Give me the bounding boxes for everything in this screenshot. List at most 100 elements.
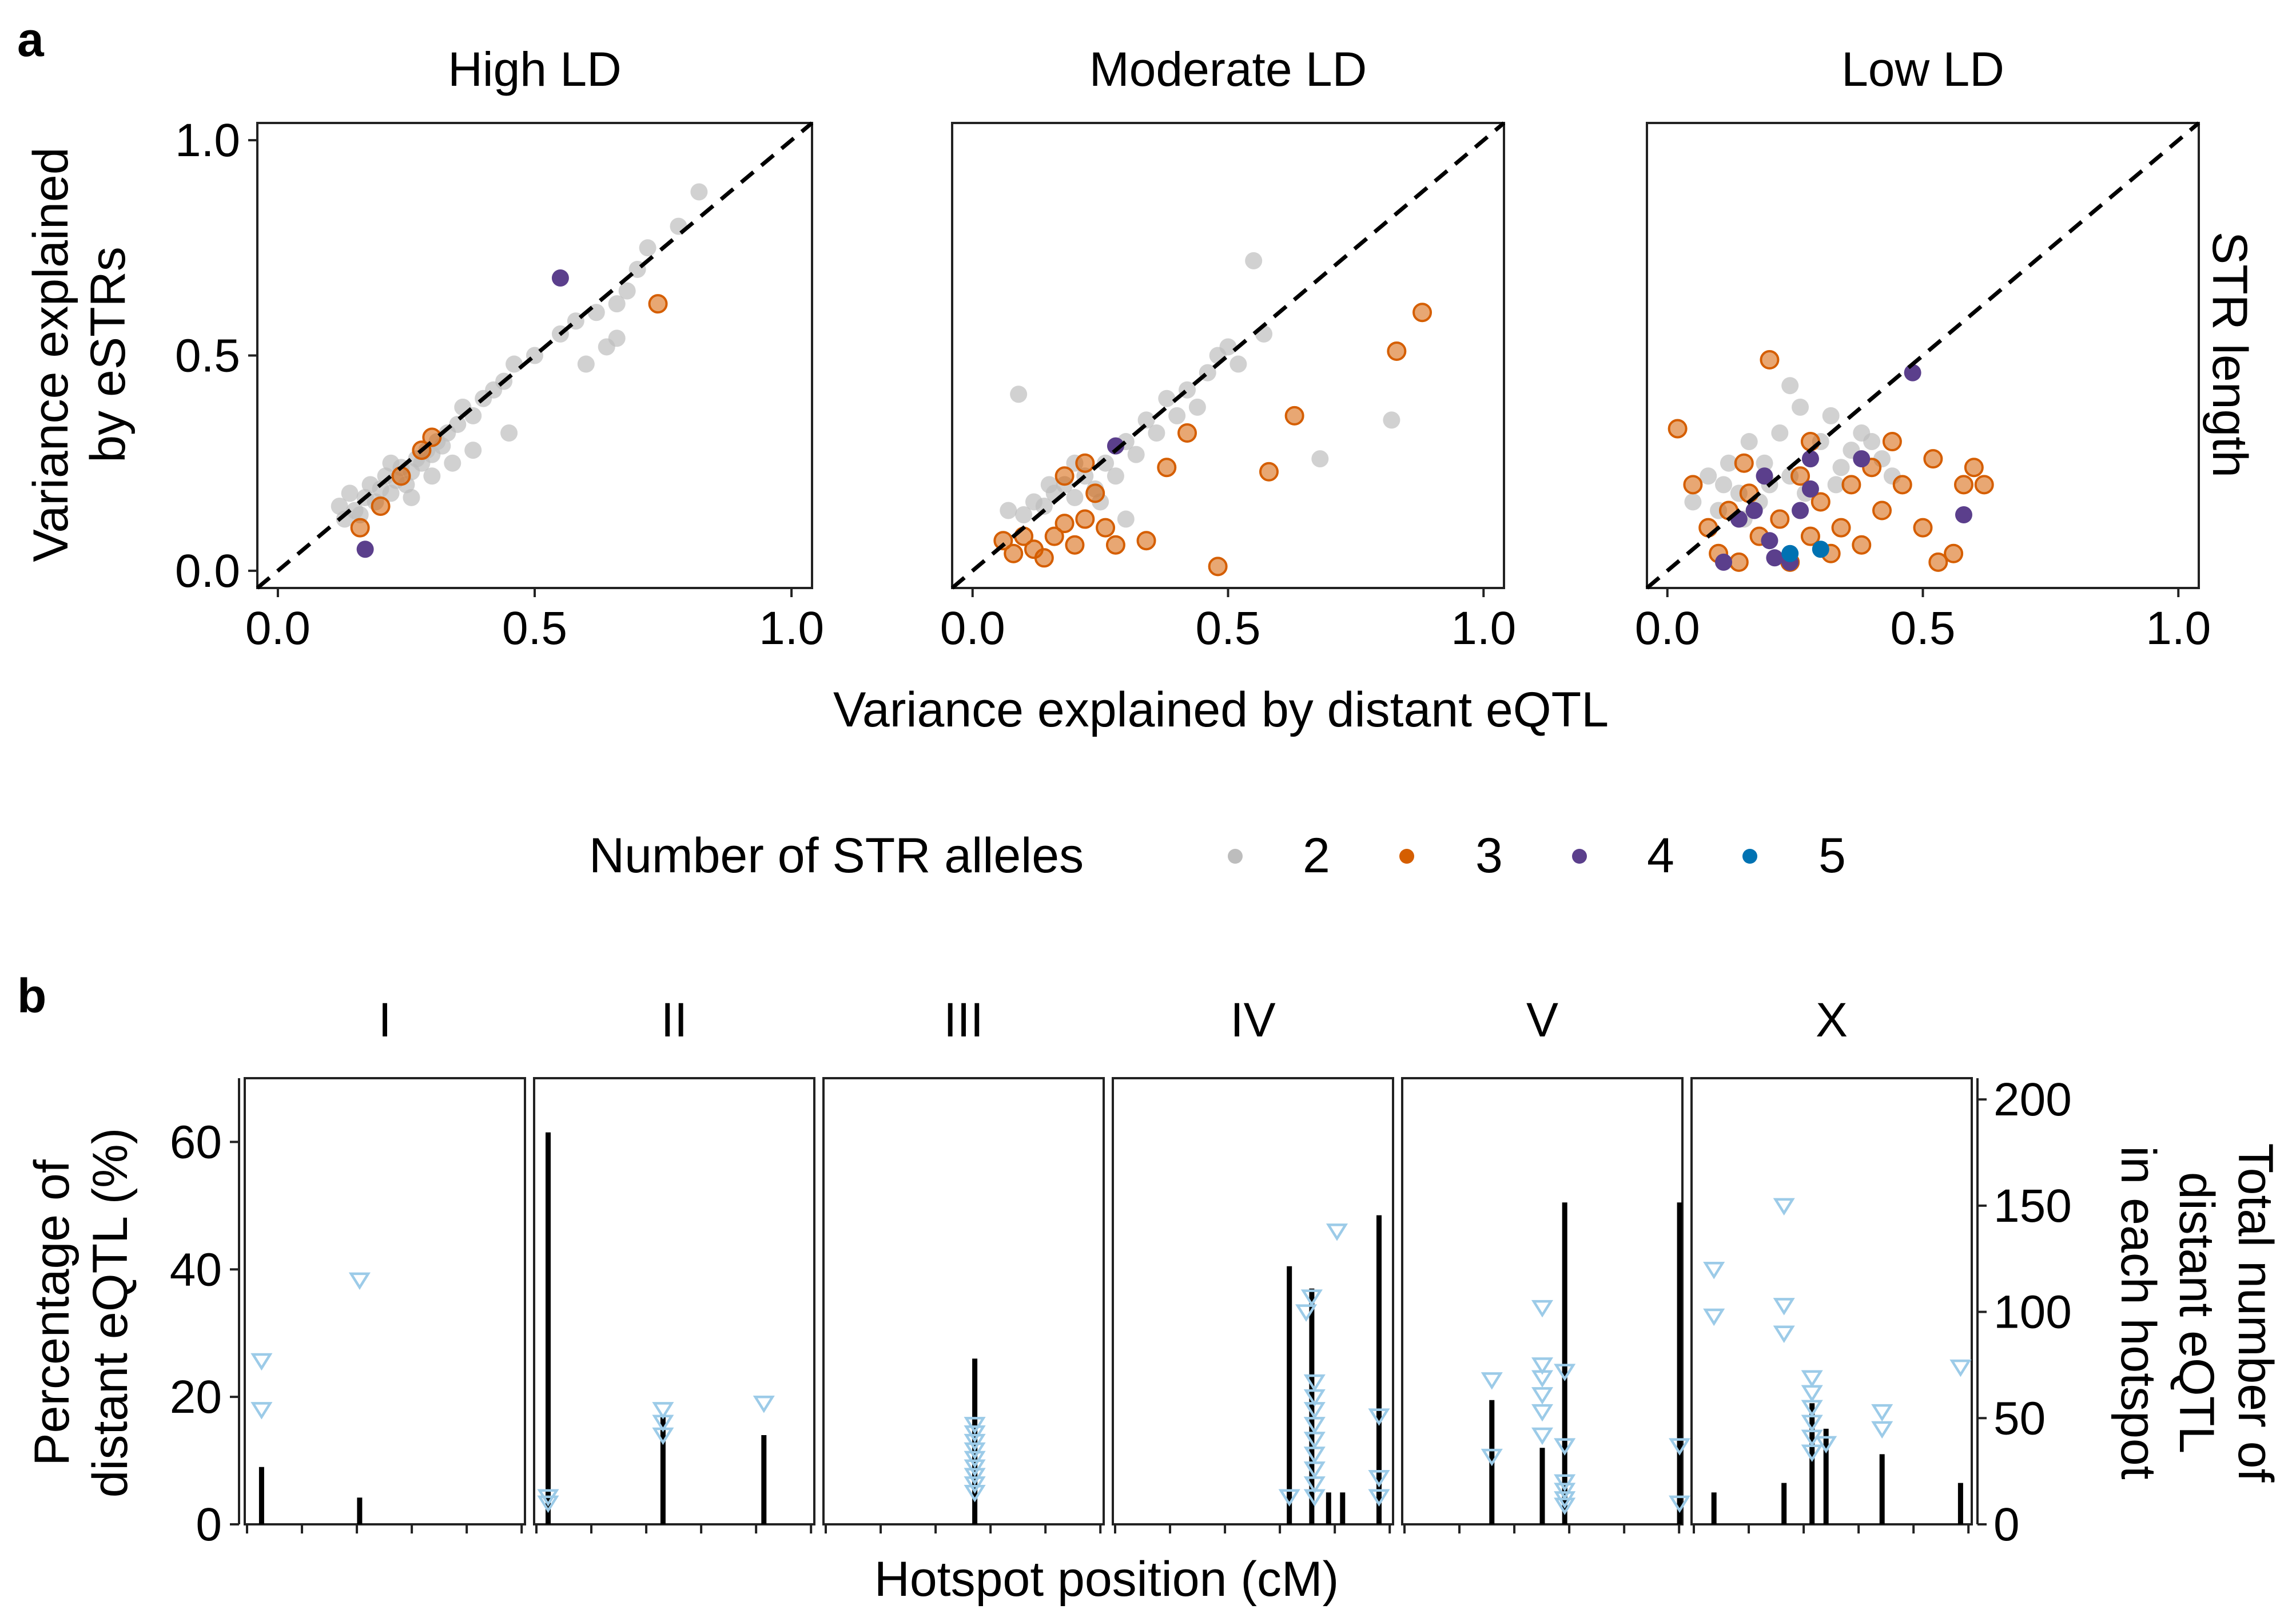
data-point-allele-2 [1117,510,1135,528]
data-point-allele-3 [1387,341,1407,361]
data-point-allele-3 [1004,543,1024,563]
data-point-allele-4 [1792,502,1809,519]
data-point-allele-3 [1055,466,1075,486]
data-point-allele-3 [1259,462,1279,482]
eqtl-count-marker [1368,1470,1390,1488]
data-point-allele-2 [1822,407,1840,424]
data-point-allele-3 [1923,449,1943,469]
data-point-allele-2 [1383,411,1400,429]
eqtl-count-marker [964,1468,986,1485]
eqtl-count-marker [348,1272,371,1290]
data-point-allele-3 [1841,475,1861,495]
data-point-allele-2 [1827,476,1845,494]
str-length-strip: STR length [2202,232,2257,478]
data-point-allele-2 [690,183,708,201]
data-point-allele-2 [336,510,353,528]
right-tick-label: 0 [1993,1499,2020,1551]
eqtl-count-marker [964,1476,986,1494]
data-point-allele-2 [618,282,636,300]
data-point-allele-3 [1075,509,1095,529]
data-point-allele-3 [1872,500,1892,521]
eqtl-count-marker [250,1353,273,1371]
scatter-facet-low_ld: Low LD 0.0 0.5 1.0 [1635,42,2211,654]
eqtl-count-marker [1554,1438,1576,1456]
chromosome-facet-V: V [1401,993,1691,1533]
eqtl-count-marker [1554,1497,1576,1515]
data-point-allele-2 [1000,502,1017,519]
eqtl-count-marker [537,1495,559,1513]
data-point-allele-3 [648,294,668,314]
panel-a-xlabel: Variance explained by distant eQTL [833,682,1609,737]
data-point-allele-3 [1284,406,1304,426]
right-tick-label: 200 [1993,1074,2072,1126]
y-tick-label: 0.5 [175,330,240,382]
data-point-allele-2 [1107,467,1124,485]
eqtl-count-marker [652,1427,674,1445]
data-point-allele-2 [1040,476,1058,494]
y-tick-label: 0 [196,1499,222,1551]
data-point-allele-3 [1157,458,1177,478]
eqtl-count-marker [964,1425,986,1443]
data-point-allele-2 [1781,377,1799,395]
hotspot-right-axis: 0 50 100 150 200 [1976,1074,2072,1551]
eqtl-count-marker [1773,1298,1795,1316]
chromosome-facet-I: I [244,993,526,1533]
identity-line [950,121,1506,590]
data-point-allele-2 [341,484,359,502]
data-point-allele-3 [1964,458,1984,478]
eqtl-count-marker [1303,1476,1326,1494]
eqtl-count-marker [964,1459,986,1477]
data-point-allele-2 [1684,493,1702,511]
eqtl-count-marker [964,1433,986,1452]
data-point-allele-3 [1085,483,1105,503]
eqtl-count-marker [1669,1438,1691,1456]
eqtl-count-marker [753,1396,775,1413]
y-tick-label: 20 [170,1371,222,1423]
legend-key-3 [1399,849,1414,864]
data-point-allele-3 [1044,526,1064,546]
y-tick-label: 40 [170,1243,222,1296]
data-point-allele-5 [1781,545,1799,562]
data-point-allele-4 [1904,364,1921,382]
data-point-allele-2 [1245,252,1263,269]
data-point-allele-2 [577,355,595,373]
eqtl-count-marker [1303,1374,1326,1392]
eqtl-count-marker [250,1402,273,1420]
right-tick-label: 150 [1993,1180,2072,1232]
x-tick-label: 1.0 [2146,602,2211,654]
x-tick-label: 1.0 [759,602,824,654]
eqtl-count-marker [964,1442,986,1460]
eqtl-count-marker [1303,1417,1326,1435]
eqtl-count-marker [1801,1415,1823,1432]
legend-title: Number of STR alleles [589,828,1084,883]
data-point-allele-3 [993,531,1013,551]
chromosome-title: X [1816,993,1848,1047]
legend-key-5 [1742,849,1757,864]
data-point-allele-4 [1853,450,1871,468]
data-point-allele-3 [1177,423,1197,443]
data-point-allele-2 [1756,454,1773,472]
data-point-allele-2 [1015,506,1033,524]
data-point-allele-2 [382,484,400,502]
data-point-allele-2 [464,442,482,459]
eqtl-count-marker [1303,1389,1326,1407]
eqtl-count-marker [1554,1483,1576,1500]
legend-key-4 [1572,849,1587,864]
facet-title: Low LD [1841,42,2004,96]
panel-a-label: a [17,13,45,66]
data-point-allele-3 [1136,531,1156,551]
data-point-allele-3 [350,518,370,538]
data-point-allele-2 [639,239,656,257]
data-point-allele-2 [1097,454,1115,472]
x-tick-label: 0.0 [245,602,311,654]
data-point-allele-2 [1219,338,1237,356]
data-point-allele-2 [449,415,467,433]
data-point-allele-3 [1075,453,1095,473]
chromosome-facet-IV: IV [1112,993,1394,1533]
legend-label-4: 4 [1647,828,1674,883]
data-point-allele-4 [356,541,374,558]
eqtl-count-marker [1531,1357,1554,1375]
data-point-allele-3 [1770,509,1790,529]
eqtl-count-marker [1295,1304,1318,1322]
eqtl-count-marker [964,1485,986,1503]
